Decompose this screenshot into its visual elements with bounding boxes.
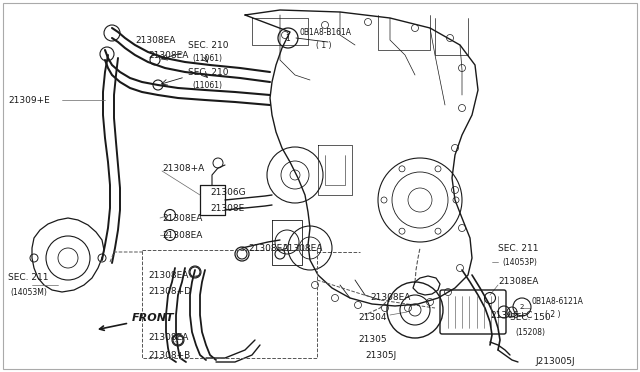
Text: 21308+D: 21308+D: [148, 288, 191, 296]
Text: 21305: 21305: [358, 336, 387, 344]
Text: 1: 1: [285, 33, 291, 42]
Text: 0B1A8-6121A: 0B1A8-6121A: [532, 298, 584, 307]
Text: FRONT: FRONT: [100, 313, 175, 330]
Text: 21308EA: 21308EA: [148, 334, 188, 343]
Text: 21306+C: 21306+C: [490, 311, 532, 320]
Text: (11061): (11061): [192, 80, 222, 90]
Text: 21308+A: 21308+A: [162, 164, 204, 173]
Text: 21308EA: 21308EA: [148, 51, 188, 60]
Text: (14053M): (14053M): [10, 288, 47, 296]
Text: 21308EA: 21308EA: [162, 214, 202, 222]
Text: 21308+B: 21308+B: [148, 350, 190, 359]
Text: 21308EA: 21308EA: [135, 35, 175, 45]
Text: SEC. 211: SEC. 211: [498, 244, 538, 253]
Text: 21308EA: 21308EA: [162, 231, 202, 240]
Text: 21308EA: 21308EA: [282, 244, 323, 253]
Text: (11061): (11061): [192, 54, 222, 62]
Text: 21304: 21304: [358, 314, 387, 323]
Text: 21308EA: 21308EA: [148, 270, 188, 279]
Text: (14053P): (14053P): [502, 257, 537, 266]
Text: 2: 2: [520, 304, 524, 310]
Text: ( 2 ): ( 2 ): [545, 311, 561, 320]
Text: 21308E: 21308E: [210, 203, 244, 212]
Text: 21309+E: 21309+E: [8, 96, 50, 105]
Text: SEC. 150: SEC. 150: [510, 314, 550, 323]
Bar: [142, 250, 317, 358]
Text: 21308EA: 21308EA: [498, 278, 538, 286]
Text: ( 1 ): ( 1 ): [316, 41, 332, 49]
Text: 21308EA: 21308EA: [248, 244, 289, 253]
Text: 21308EA: 21308EA: [370, 294, 410, 302]
Text: 0B1A8-B161A: 0B1A8-B161A: [300, 28, 352, 36]
Text: SEC. 210: SEC. 210: [188, 67, 228, 77]
Text: SEC. 210: SEC. 210: [188, 41, 228, 49]
Text: 21305J: 21305J: [365, 350, 396, 359]
Text: SEC. 211: SEC. 211: [8, 273, 49, 282]
Text: (15208): (15208): [515, 327, 545, 337]
Text: J213005J: J213005J: [535, 357, 575, 366]
Text: 21306G: 21306G: [210, 187, 246, 196]
